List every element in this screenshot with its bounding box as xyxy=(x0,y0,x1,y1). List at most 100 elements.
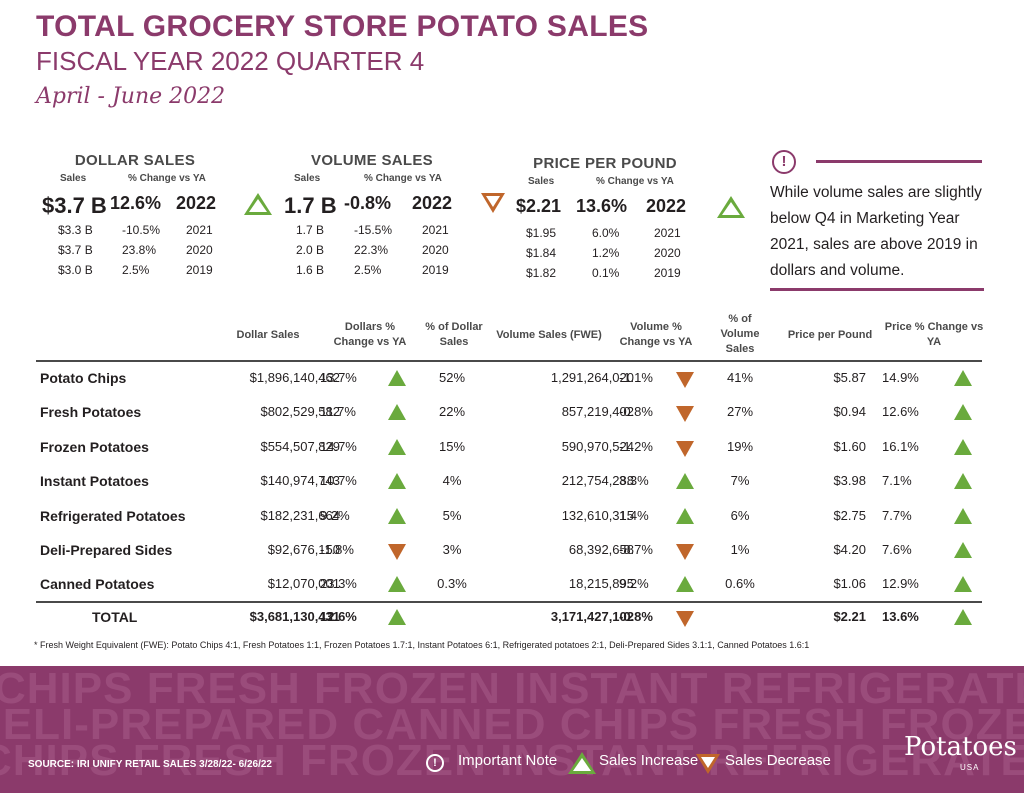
kpi-row-change: 23.8% xyxy=(122,243,157,257)
kpi-col-change: % Change vs YA xyxy=(596,176,674,187)
increase-triangle-icon xyxy=(676,507,694,524)
cell-price-change: 14.9% xyxy=(882,370,919,385)
kpi-row-value: 1.6 B xyxy=(296,263,325,277)
row-category-name: Refrigerated Potatoes xyxy=(40,507,186,524)
row-category-name: Deli-Prepared Sides xyxy=(40,542,173,558)
table-header-rule xyxy=(36,360,982,362)
cell-price-change: 12.9% xyxy=(882,576,919,592)
kpi-row-value: $1.95 xyxy=(526,226,557,240)
kpi-main-year: 2022 xyxy=(646,196,687,216)
cell-dollars-change: 14.7% xyxy=(320,438,357,454)
footer-band: CHIPS FRESH FROZEN INSTANT REFRIGERATED … xyxy=(0,666,1024,793)
cell-pct-dollar: 52% xyxy=(438,370,466,385)
cell-pct-volume: 0.6% xyxy=(725,576,755,592)
increase-triangle-icon xyxy=(388,438,406,455)
cell-price-change: 7.7% xyxy=(882,507,912,523)
col-header-pct-volume: % of Volume Sales xyxy=(720,313,760,355)
kpi-main-change: 13.6% xyxy=(576,196,628,216)
cell-dollars-change: 9.2% xyxy=(320,507,350,523)
cell-volume-change: -1.2% xyxy=(619,438,653,454)
background-word-pattern: CHIPS FRESH FROZEN INSTANT REFRIGERATED xyxy=(0,736,1024,785)
cell-pct-volume: 19% xyxy=(726,438,754,454)
legend-sales-increase: Sales Increase xyxy=(599,752,699,769)
col-header-price-change: Price % Change vs YA xyxy=(884,321,984,348)
important-note-icon: ! xyxy=(772,150,796,174)
cell-dollar-sales: $3,681,130,431 xyxy=(249,609,340,624)
cell-volume-change: -0.8% xyxy=(619,609,653,624)
kpi-row-change: 1.2% xyxy=(592,246,620,260)
cell-dollars-change: -1.8% xyxy=(320,542,354,557)
kpi-row-value: 2.0 B xyxy=(296,243,325,257)
cell-price: $2.21 xyxy=(833,609,866,624)
cell-price-change: 13.6% xyxy=(882,609,919,624)
cell-dollar-sales: $92,676,150 xyxy=(267,542,340,557)
col-header-volume-sales: Volume Sales (FWE) xyxy=(496,329,602,341)
kpi-row-year: 2020 xyxy=(654,246,681,260)
col-header-pct-dollar: % of Dollar Sales xyxy=(425,321,483,348)
row-category-name: Frozen Potatoes xyxy=(40,438,149,455)
table-total-rule xyxy=(36,601,982,603)
cell-price: $0.94 xyxy=(833,404,866,420)
kpi-row-year: 2019 xyxy=(654,266,681,280)
cell-volume-change: -8.7% xyxy=(619,542,653,557)
cell-dollars-change: 13.7% xyxy=(320,370,357,385)
kpi-heading: PRICE PER POUND xyxy=(533,155,677,172)
kpi-main-value: $3.7 B xyxy=(42,193,107,218)
cell-pct-volume: 1% xyxy=(730,542,750,557)
kpi-row-change: 2.5% xyxy=(354,263,382,277)
page-subtitle: FISCAL YEAR 2022 QUARTER 4 xyxy=(36,46,425,76)
legend-sales-decrease: Sales Decrease xyxy=(725,752,831,769)
kpi-main-value: $2.21 xyxy=(516,196,562,216)
date-range: April - June 2022 xyxy=(36,84,226,109)
cell-pct-volume: 7% xyxy=(730,473,750,489)
increase-triangle-icon xyxy=(388,370,406,386)
decrease-triangle-icon xyxy=(676,372,694,388)
cell-volume-sales: 590,970,524 xyxy=(561,438,634,454)
important-note-icon: ! xyxy=(426,754,444,772)
kpi-col-sales: Sales xyxy=(60,173,87,184)
table-row: Instant Potatoes $140,974,743 10.7% 4% 212,7… xyxy=(36,465,982,499)
col-header-volume-change: Volume % Change vs YA xyxy=(619,321,693,348)
cell-pct-dollar: 3% xyxy=(442,542,462,557)
kpi-row-value: $3.0 B xyxy=(58,263,93,277)
cell-price: $1.06 xyxy=(833,576,866,592)
kpi-main-change: 12.6% xyxy=(110,193,162,213)
cell-dollars-change: 11.7% xyxy=(320,404,356,420)
table-row: Refrigerated Potatoes $182,231,664 9.2% 5% 1… xyxy=(36,500,982,534)
cell-dollar-sales: $140,974,743 xyxy=(260,473,340,489)
cell-price: $1.60 xyxy=(833,438,866,454)
kpi-row-change: 6.0% xyxy=(592,226,620,240)
page-title: TOTAL GROCERY STORE POTATO SALES xyxy=(36,10,649,43)
cell-dollar-sales: $182,231,664 xyxy=(260,507,340,523)
col-header-price: Price per Pound xyxy=(787,329,873,341)
cell-dollar-sales: $1,896,140,462 xyxy=(249,370,340,385)
cell-dollar-sales: $554,507,829 xyxy=(260,438,340,454)
kpi-row-year: 2021 xyxy=(654,226,681,240)
kpi-row-value: 1.7 B xyxy=(296,223,325,237)
cell-pct-volume: 41% xyxy=(726,370,754,385)
cell-price: $5.87 xyxy=(833,370,866,385)
logo-usa-text: USA xyxy=(960,763,980,772)
cell-pct-volume: 6% xyxy=(730,507,750,523)
kpi-heading: DOLLAR SALES xyxy=(74,152,196,169)
row-category-name: Potato Chips xyxy=(40,370,127,386)
kpi-row-value: $1.82 xyxy=(526,266,557,280)
cell-volume-sales: 18,215,895 xyxy=(568,576,634,592)
cell-volume-change: 9.2% xyxy=(619,576,649,592)
kpi-row-year: 2020 xyxy=(422,243,449,257)
increase-triangle-icon xyxy=(388,404,406,421)
kpi-row-value: $3.3 B xyxy=(58,223,93,237)
cell-volume-sales: 132,610,315 xyxy=(561,507,634,523)
potatoes-usa-logo: Potatoes xyxy=(904,732,1017,762)
increase-triangle-icon xyxy=(388,507,406,524)
decrease-triangle-icon xyxy=(676,406,694,423)
increase-triangle-icon xyxy=(954,576,972,593)
cell-pct-dollar: 4% xyxy=(442,473,462,489)
kpi-col-sales: Sales xyxy=(294,173,321,184)
kpi-row-year: 2019 xyxy=(422,263,449,277)
cell-volume-sales: 212,754,288 xyxy=(561,473,634,489)
note-divider-top xyxy=(816,160,982,163)
cell-volume-change: 1.4% xyxy=(619,507,649,523)
decrease-triangle-icon xyxy=(676,440,694,457)
cell-volume-change: 3.3% xyxy=(619,473,649,489)
